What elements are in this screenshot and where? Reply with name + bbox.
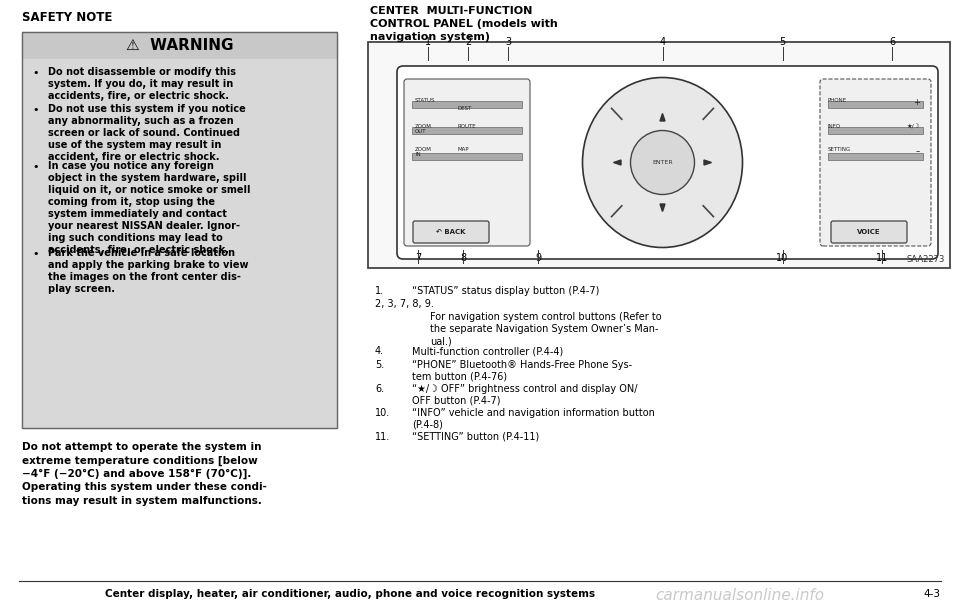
Text: In case you notice any foreign
object in the system hardware, spill
liquid on it: In case you notice any foreign object in… <box>48 161 251 255</box>
Polygon shape <box>704 160 711 165</box>
Text: Operating this system under these condi-: Operating this system under these condi- <box>22 483 267 492</box>
Text: STATUS: STATUS <box>415 98 436 103</box>
Text: ENTER: ENTER <box>652 160 673 165</box>
Text: Do not attempt to operate the system in: Do not attempt to operate the system in <box>22 442 261 452</box>
Text: −4°F (−20°C) and above 158°F (70°C)].: −4°F (−20°C) and above 158°F (70°C)]. <box>22 469 252 480</box>
Text: PHONE: PHONE <box>828 98 847 103</box>
FancyBboxPatch shape <box>397 66 938 259</box>
Text: Park the vehicle in a safe location
and apply the parking brake to view
the imag: Park the vehicle in a safe location and … <box>48 248 249 294</box>
Text: 5: 5 <box>780 37 785 47</box>
Text: VOICE: VOICE <box>857 229 881 235</box>
Text: 5.: 5. <box>375 359 384 370</box>
Bar <box>368 42 950 268</box>
Text: carmanualsonline.info: carmanualsonline.info <box>656 588 825 603</box>
Text: ROUTE: ROUTE <box>457 124 475 129</box>
Text: navigation system): navigation system) <box>370 32 490 42</box>
Text: •: • <box>33 68 39 78</box>
Ellipse shape <box>583 78 742 247</box>
Ellipse shape <box>631 131 694 194</box>
FancyBboxPatch shape <box>820 79 931 246</box>
Text: 10: 10 <box>777 253 788 263</box>
Bar <box>412 127 522 134</box>
Text: ⚠  WARNING: ⚠ WARNING <box>126 38 233 53</box>
FancyBboxPatch shape <box>831 221 907 243</box>
Text: 1: 1 <box>425 37 431 47</box>
Text: 6.: 6. <box>375 384 384 393</box>
Text: CENTER  MULTI-FUNCTION: CENTER MULTI-FUNCTION <box>370 6 533 16</box>
Text: 4: 4 <box>660 37 665 47</box>
Text: 11.: 11. <box>375 431 391 442</box>
Text: •: • <box>33 106 39 115</box>
Text: “STATUS” status display button (P.4-7): “STATUS” status display button (P.4-7) <box>412 286 599 296</box>
Polygon shape <box>613 160 621 165</box>
Text: 3: 3 <box>505 37 511 47</box>
Bar <box>22 32 337 59</box>
Bar <box>828 101 923 108</box>
Text: –: – <box>916 147 920 156</box>
Text: “★/☽ OFF” brightness control and display ON/
OFF button (P.4-7): “★/☽ OFF” brightness control and display… <box>412 384 637 406</box>
Text: 4-3: 4-3 <box>923 589 940 599</box>
Text: INFO: INFO <box>828 124 841 129</box>
Text: ↶ BACK: ↶ BACK <box>436 229 466 235</box>
Text: Multi-function controller (P.4-4): Multi-function controller (P.4-4) <box>412 346 564 356</box>
Text: 6: 6 <box>889 37 895 47</box>
Text: Center display, heater, air conditioner, audio, phone and voice recognition syst: Center display, heater, air conditioner,… <box>105 589 595 599</box>
Bar <box>22 32 337 428</box>
Text: 11: 11 <box>876 253 888 263</box>
Bar <box>828 153 923 160</box>
FancyBboxPatch shape <box>413 221 489 243</box>
Text: “SETTING” button (P.4-11): “SETTING” button (P.4-11) <box>412 431 540 442</box>
Text: 1.: 1. <box>375 286 384 296</box>
Text: For navigation system control buttons (Refer to
the separate Navigation System O: For navigation system control buttons (R… <box>430 312 661 346</box>
Text: ZOOM
OUT: ZOOM OUT <box>415 124 432 134</box>
Text: SAA2273: SAA2273 <box>906 255 945 264</box>
Bar <box>828 127 923 134</box>
Text: CONTROL PANEL (models with: CONTROL PANEL (models with <box>370 19 558 29</box>
Text: 9: 9 <box>535 253 541 263</box>
Text: 7: 7 <box>415 253 421 263</box>
Text: extreme temperature conditions [below: extreme temperature conditions [below <box>22 455 257 466</box>
Text: •: • <box>33 249 39 259</box>
Text: ★/☽: ★/☽ <box>906 124 920 129</box>
Text: +: + <box>913 98 920 107</box>
Bar <box>22 59 337 428</box>
Text: 4.: 4. <box>375 346 384 356</box>
Text: DEST: DEST <box>457 106 471 111</box>
Bar <box>412 153 522 160</box>
Text: •: • <box>33 163 39 172</box>
Text: “PHONE” Bluetooth® Hands-Free Phone Sys-
tem button (P.4-76): “PHONE” Bluetooth® Hands-Free Phone Sys-… <box>412 359 632 382</box>
Bar <box>412 101 522 108</box>
Text: SAFETY NOTE: SAFETY NOTE <box>22 11 112 24</box>
Text: 10.: 10. <box>375 408 391 417</box>
Text: Do not use this system if you notice
any abnormality, such as a frozen
screen or: Do not use this system if you notice any… <box>48 104 246 163</box>
Polygon shape <box>660 204 665 211</box>
Text: Do not disassemble or modify this
system. If you do, it may result in
accidents,: Do not disassemble or modify this system… <box>48 67 236 101</box>
Text: tions may result in system malfunctions.: tions may result in system malfunctions. <box>22 496 262 506</box>
Text: 8: 8 <box>460 253 466 263</box>
Text: 2: 2 <box>465 37 471 47</box>
Text: SETTING: SETTING <box>828 147 852 152</box>
Text: MAP: MAP <box>457 147 468 152</box>
Text: ZOOM
IN: ZOOM IN <box>415 147 432 158</box>
Text: 2, 3, 7, 8, 9.: 2, 3, 7, 8, 9. <box>375 299 434 310</box>
Polygon shape <box>660 114 665 121</box>
FancyBboxPatch shape <box>404 79 530 246</box>
Text: “INFO” vehicle and navigation information button
(P.4-8): “INFO” vehicle and navigation informatio… <box>412 408 655 430</box>
